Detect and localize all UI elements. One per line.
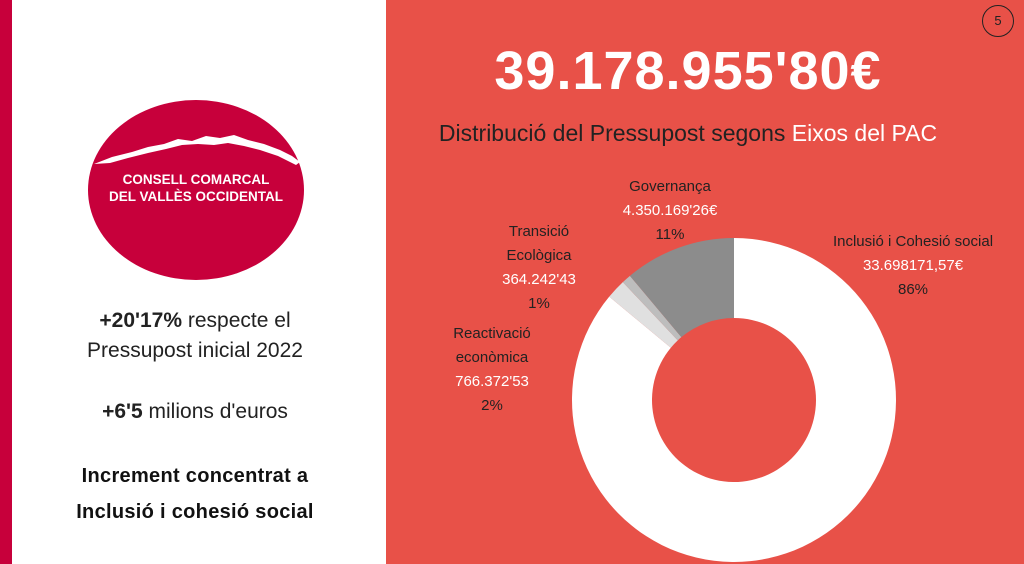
left-panel <box>12 0 386 564</box>
label-transicio-value: 364.242'43 <box>502 271 576 288</box>
increase-amount: +6'5 <box>102 400 143 423</box>
donut-slice-2 <box>622 275 682 341</box>
increase-reference: Pressupost inicial 2022 <box>87 339 303 362</box>
increment-note: Increment concentrat a Inclusió i cohesi… <box>20 458 370 530</box>
increase-amount-text: milions d'euros <box>142 400 288 423</box>
label-inclusio-name: Inclusió i Cohesió social <box>832 233 994 250</box>
increase-amount-stat: +6'5 milions d'euros <box>20 400 370 424</box>
donut-slice-3 <box>629 238 734 338</box>
label-transicio-name-2: Ecològica <box>506 247 572 264</box>
note-line-1: Increment concentrat a <box>81 465 309 487</box>
label-governanca-name: Governança <box>629 178 711 195</box>
brand-strip <box>0 0 12 564</box>
label-reactivacio-name-2: econòmica <box>455 349 529 366</box>
subtitle-text: Distribució del Pressupost segons <box>438 120 792 146</box>
label-reactivacio-percent: 2% <box>481 397 503 414</box>
label-governanca-value: 4.350.169'26€ <box>622 202 718 219</box>
label-governanca: Governança 4.350.169'26€ 11% <box>598 175 742 247</box>
budget-total: 39.178.955'80€ <box>494 41 882 101</box>
chart-subtitle: Distribució del Pressupost segons Eixos … <box>386 120 990 147</box>
donut-slice-1 <box>609 282 678 348</box>
logo-line-1: CONSELL COMARCAL <box>123 172 270 187</box>
logo-line-2: DEL VALLÈS OCCIDENTAL <box>109 189 283 204</box>
note-line-2: Inclusió i cohesió social <box>76 501 314 523</box>
label-inclusio: Inclusió i Cohesió social 33.698171,57€ … <box>802 230 1024 302</box>
subtitle-accent: Eixos del PAC <box>791 120 938 146</box>
increase-pct: +20'17% <box>99 309 183 332</box>
label-reactivacio-value: 766.372'53 <box>455 373 529 390</box>
label-transicio-percent: 1% <box>528 295 550 312</box>
label-transicio: Transició Ecològica 364.242'43 1% <box>474 220 604 316</box>
increase-text: respecte el <box>182 309 291 332</box>
label-inclusio-percent: 86% <box>897 281 929 298</box>
page-number: 5 <box>982 5 1014 37</box>
donut-slice-0 <box>572 238 896 563</box>
label-reactivacio: Reactivació econòmica 766.372'53 2% <box>422 322 562 418</box>
label-transicio-name-1: Transició <box>508 223 570 240</box>
consell-comarcal-logo: CONSELL COMARCAL DEL VALLÈS OCCIDENTAL <box>88 100 304 280</box>
increase-stat: +20'17% respecte el Pressupost inicial 2… <box>20 306 370 366</box>
label-reactivacio-name-1: Reactivació <box>453 325 531 342</box>
label-inclusio-value: 33.698171,57€ <box>862 257 964 274</box>
label-governanca-percent: 11% <box>655 226 685 243</box>
